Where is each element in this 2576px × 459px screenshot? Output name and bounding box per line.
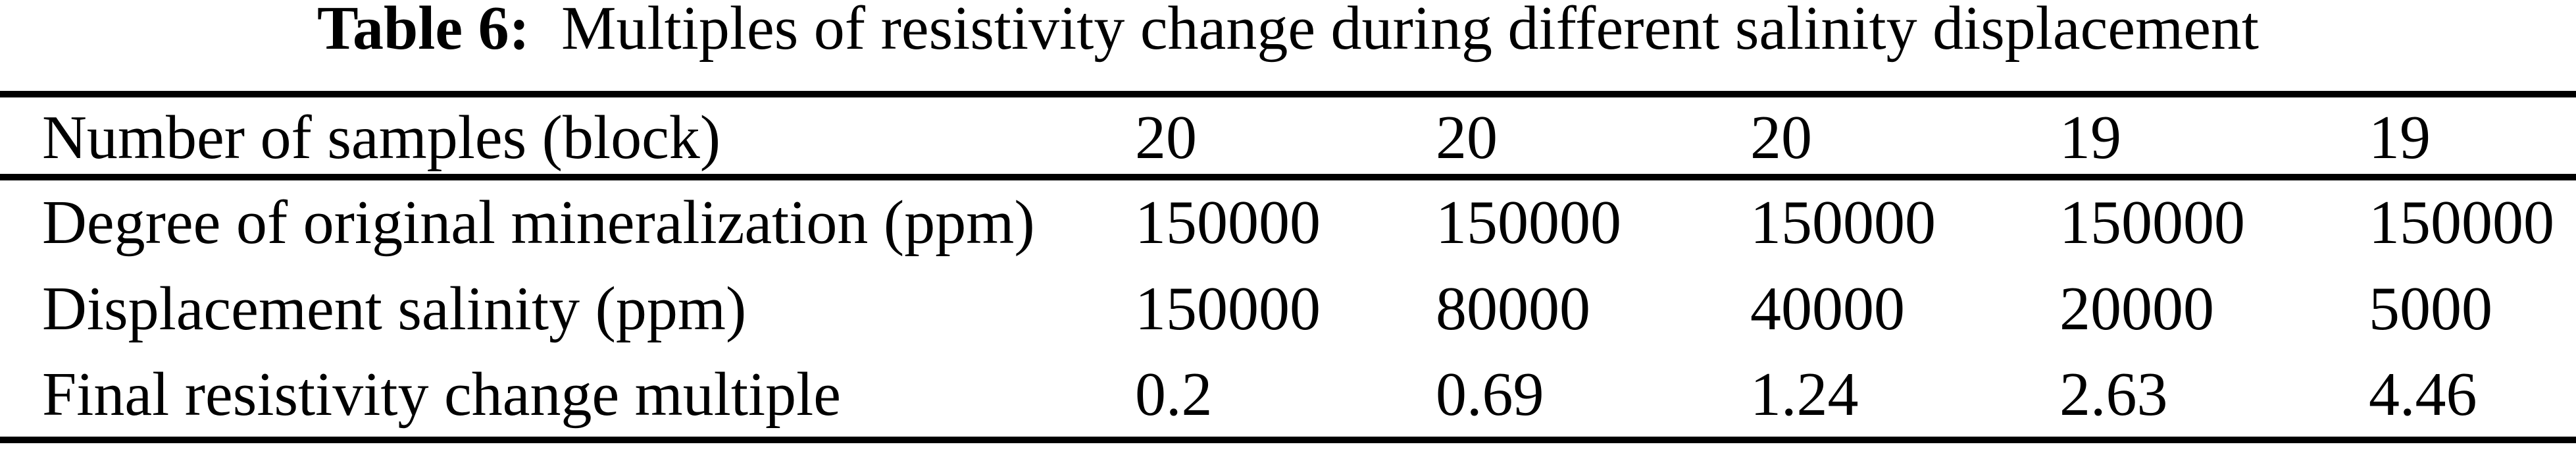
cell-value: 1.24 bbox=[1750, 360, 1859, 429]
cell-value: 150000 bbox=[1750, 188, 1936, 257]
table-caption-number: Table 6: bbox=[316, 0, 530, 63]
cell-value: 4.46 bbox=[2369, 360, 2477, 429]
cell-value: 40000 bbox=[1750, 274, 1905, 343]
table-header-row: Number of samples (block) 20 20 20 19 19 bbox=[0, 94, 2576, 180]
results-table: Number of samples (block) 20 20 20 19 19… bbox=[0, 91, 2576, 443]
cell-value: 0.69 bbox=[1436, 360, 1544, 429]
cell-value: 80000 bbox=[1436, 274, 1590, 343]
row-label: Number of samples (block) bbox=[0, 94, 1135, 180]
cell-value: 150000 bbox=[1135, 188, 1321, 257]
table-row: Displacement salinity (ppm) 150000 80000… bbox=[0, 265, 2576, 352]
cell-value: 20 bbox=[1750, 94, 2059, 180]
table-row: Degree of original mineralization (ppm) … bbox=[0, 177, 2576, 265]
row-label: Displacement salinity (ppm) bbox=[42, 274, 747, 343]
cell-value: 20 bbox=[1436, 94, 1750, 180]
row-label: Final resistivity change multiple bbox=[42, 360, 841, 429]
table-row: Final resistivity change multiple 0.2 0.… bbox=[0, 352, 2576, 440]
table-caption-text: Multiples of resistivity change during d… bbox=[561, 0, 2260, 63]
cell-value: 19 bbox=[2369, 94, 2576, 180]
cell-value: 5000 bbox=[2369, 274, 2492, 343]
cell-value: 2.63 bbox=[2059, 360, 2168, 429]
row-label: Degree of original mineralization (ppm) bbox=[42, 188, 1035, 257]
cell-value: 0.2 bbox=[1135, 360, 1213, 429]
table-caption: Table 6: Multiples of resistivity change … bbox=[0, 0, 2576, 91]
cell-value: 20 bbox=[1135, 94, 1436, 180]
cell-value: 20000 bbox=[2059, 274, 2214, 343]
cell-value: 150000 bbox=[2059, 188, 2245, 257]
cell-value: 150000 bbox=[2369, 188, 2554, 257]
cell-value: 150000 bbox=[1135, 274, 1321, 343]
cell-value: 150000 bbox=[1436, 188, 1621, 257]
cell-value: 19 bbox=[2059, 94, 2369, 180]
